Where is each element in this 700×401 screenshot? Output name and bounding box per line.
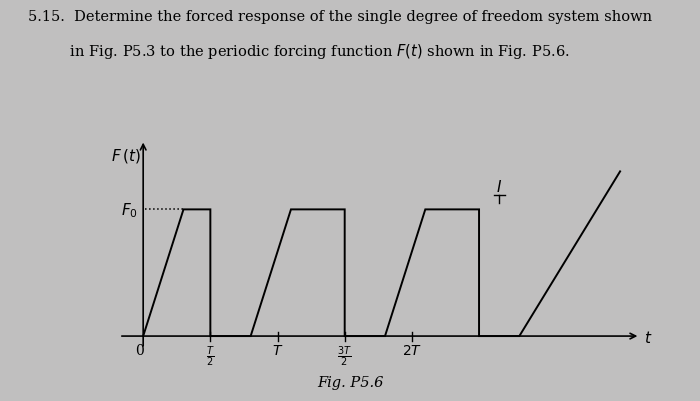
Text: $2T$: $2T$ [402, 343, 422, 357]
Text: $t$: $t$ [644, 329, 652, 345]
Text: $I$: $I$ [496, 179, 502, 195]
Text: Fig. P5.6: Fig. P5.6 [317, 375, 383, 389]
Text: in Fig. P5.3 to the periodic forcing function $F(t)$ shown in Fig. P5.6.: in Fig. P5.3 to the periodic forcing fun… [28, 42, 570, 61]
Text: $F_0$: $F_0$ [121, 200, 138, 219]
Text: $T$: $T$ [272, 343, 284, 357]
Text: $\frac{3T}{2}$: $\frac{3T}{2}$ [337, 343, 352, 368]
Text: $\frac{T}{2}$: $\frac{T}{2}$ [206, 343, 215, 368]
Text: 5.15.  Determine the forced response of the single degree of freedom system show: 5.15. Determine the forced response of t… [28, 10, 652, 24]
Text: 0: 0 [135, 343, 143, 357]
Text: $F\,(t)$: $F\,(t)$ [111, 146, 141, 164]
